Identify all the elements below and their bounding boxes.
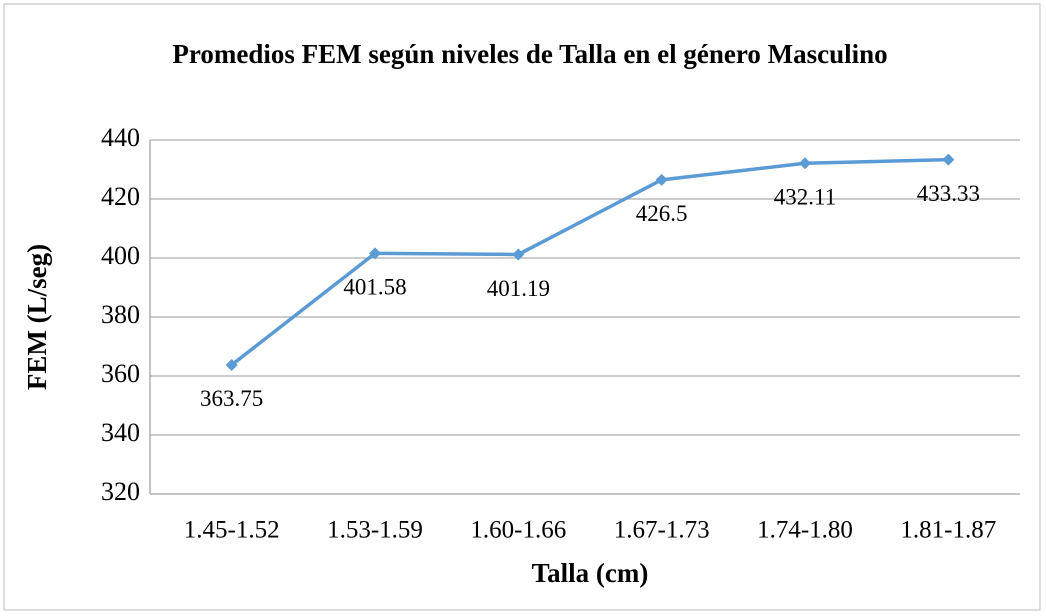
data-label: 432.11 — [774, 185, 836, 210]
y-axis-label: FEM (L/seg) — [22, 244, 52, 390]
marker — [799, 157, 811, 170]
data-label: 363.75 — [200, 386, 263, 411]
chart-title: Promedios FEM según niveles de Talla en … — [172, 39, 888, 69]
data-label: 426.5 — [636, 201, 688, 226]
marker — [225, 358, 238, 371]
x-tick-label: 1.74-1.80 — [757, 517, 853, 544]
y-tick-label: 440 — [101, 123, 140, 152]
data-label: 401.58 — [343, 275, 406, 300]
x-axis-label: Talla (cm) — [532, 558, 649, 588]
marker — [942, 153, 955, 166]
y-tick-label: 320 — [101, 477, 140, 506]
x-tick-label: 1.60-1.66 — [470, 517, 566, 544]
x-tick-label: 1.67-1.73 — [614, 517, 710, 544]
x-tick-label: 1.81-1.87 — [900, 517, 996, 544]
y-tick-label: 400 — [101, 241, 140, 270]
data-label: 401.19 — [487, 276, 550, 301]
y-tick-label: 360 — [101, 359, 140, 388]
x-tick-label: 1.45-1.52 — [184, 517, 280, 544]
data-label: 433.33 — [917, 181, 980, 206]
marker — [512, 248, 525, 261]
marker — [369, 247, 381, 260]
chart-border — [3, 3, 1041, 611]
y-tick-label: 380 — [101, 300, 140, 329]
y-tick-label: 420 — [101, 182, 140, 211]
y-tick-label: 340 — [101, 418, 140, 447]
line — [230, 157, 949, 367]
x-tick-label: 1.53-1.59 — [327, 517, 423, 544]
marker — [655, 173, 668, 186]
